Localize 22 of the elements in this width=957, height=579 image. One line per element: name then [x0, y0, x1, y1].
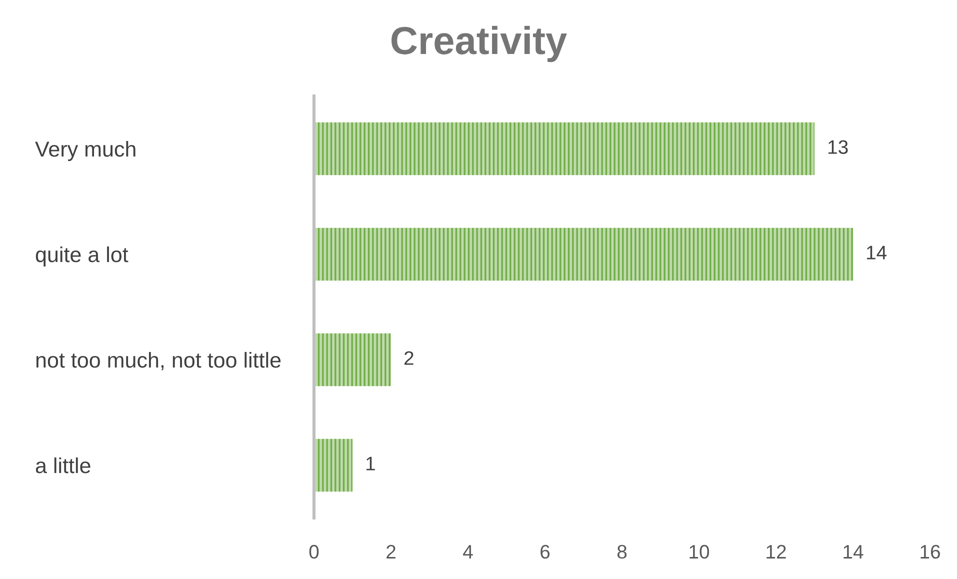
x-tick-label: 10 — [690, 544, 710, 559]
bar — [314, 333, 391, 386]
x-tick-label: 16 — [920, 544, 940, 559]
x-tick-label: 12 — [766, 544, 786, 558]
x-tick-label: 8 — [617, 544, 627, 559]
data-label: 13 — [828, 140, 848, 154]
y-tick-label: Very much — [35, 140, 136, 162]
bar — [314, 228, 853, 281]
x-tick-label: 4 — [463, 545, 473, 558]
y-tick-label: a little — [36, 457, 90, 474]
data-label: 1 — [366, 456, 375, 470]
x-tick-label: 6 — [540, 544, 550, 559]
x-tick-label: 0 — [309, 544, 319, 559]
y-tick-label: quite a lot — [36, 246, 128, 267]
x-tick-label: 14 — [844, 545, 864, 558]
bar — [314, 438, 352, 492]
data-label: 14 — [866, 246, 887, 260]
x-tick-label: 2 — [386, 544, 396, 558]
y-tick-label: not too much, not too little — [36, 352, 281, 370]
data-label: 2 — [404, 351, 414, 365]
chart-title: Creativity — [391, 26, 567, 62]
bar — [314, 122, 814, 176]
